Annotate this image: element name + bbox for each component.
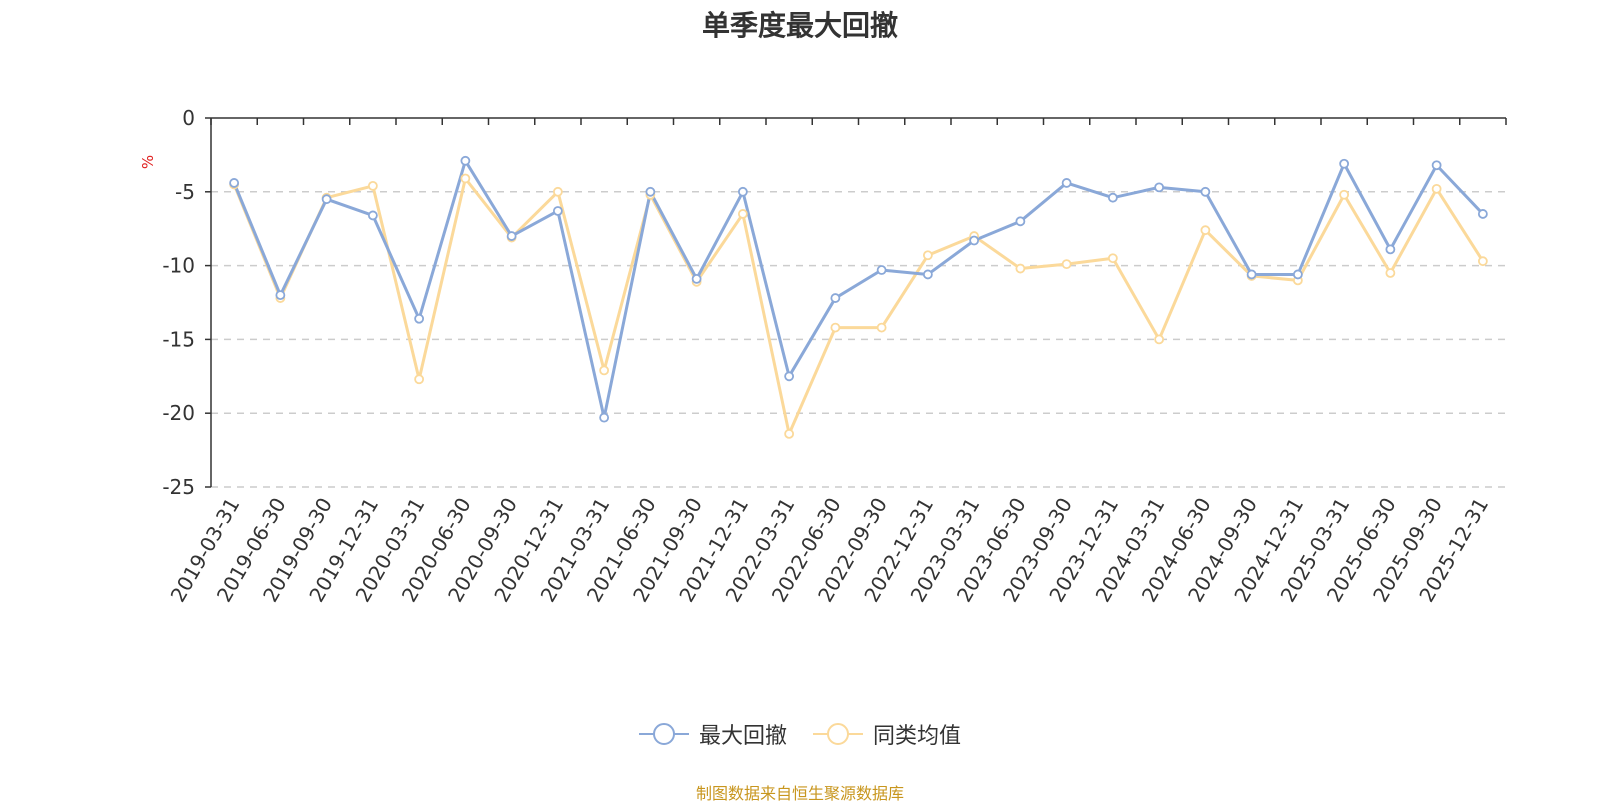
data-point-0[interactable]: [1200, 186, 1211, 197]
data-point-0[interactable]: [1246, 269, 1257, 280]
data-point-1[interactable]: [460, 173, 471, 184]
y-tick-label: -15: [162, 327, 195, 351]
series-layer: [229, 155, 1488, 439]
data-point-0[interactable]: [645, 186, 656, 197]
data-point-1[interactable]: [1061, 259, 1072, 270]
data-point-1[interactable]: [1385, 268, 1396, 278]
data-point-1[interactable]: [876, 322, 887, 333]
data-point-0[interactable]: [552, 206, 563, 216]
chart-title: 单季度最大回撤: [701, 9, 898, 42]
data-point-0[interactable]: [1339, 158, 1350, 169]
data-point-0[interactable]: [830, 293, 841, 303]
data-point-1[interactable]: [1107, 253, 1118, 264]
data-point-0[interactable]: [691, 273, 702, 284]
data-point-1[interactable]: [1154, 334, 1165, 345]
legend-item-max-drawdown[interactable]: 最大回撤: [638, 718, 787, 750]
data-point-1[interactable]: [1477, 256, 1488, 267]
y-axis-label: %: [139, 155, 157, 169]
data-point-0[interactable]: [922, 269, 933, 280]
data-point-0[interactable]: [969, 235, 980, 246]
data-point-0[interactable]: [229, 178, 240, 188]
y-tick-label: -10: [162, 254, 195, 278]
data-point-0[interactable]: [367, 210, 378, 221]
y-tick-label: 0: [182, 106, 195, 130]
data-point-1[interactable]: [414, 374, 425, 385]
data-point-1[interactable]: [737, 209, 748, 219]
data-point-0[interactable]: [506, 231, 517, 241]
legend: 最大回撤 同类均值: [0, 718, 1600, 750]
source-note: 制图数据来自恒生聚源数据库: [695, 784, 904, 803]
data-point-1[interactable]: [367, 180, 378, 191]
data-point-0[interactable]: [737, 186, 748, 197]
data-point-0[interactable]: [1385, 244, 1396, 255]
data-point-0[interactable]: [876, 265, 887, 275]
legend-item-peer-average[interactable]: 同类均值: [813, 718, 961, 750]
data-point-0[interactable]: [1107, 192, 1118, 203]
data-point-1[interactable]: [922, 250, 933, 261]
data-point-1[interactable]: [552, 186, 563, 197]
data-point-0[interactable]: [1292, 269, 1303, 280]
y-tick-label: -20: [162, 401, 195, 425]
y-axis: 0 -5 -10 -15 -20 -25: [162, 106, 212, 499]
legend-label-peer-average: 同类均值: [873, 724, 962, 749]
y-tick-label: -5: [175, 180, 195, 204]
data-point-1[interactable]: [1200, 225, 1211, 236]
legend-marker-peer-average: [813, 723, 863, 745]
data-point-0[interactable]: [1477, 209, 1488, 219]
data-point-0[interactable]: [599, 412, 610, 423]
y-tick-label: -25: [162, 475, 195, 499]
data-point-1[interactable]: [1015, 263, 1026, 274]
data-point-1[interactable]: [1339, 189, 1350, 200]
data-point-0[interactable]: [414, 313, 425, 324]
data-point-0[interactable]: [1154, 182, 1165, 193]
data-point-1[interactable]: [830, 322, 841, 333]
data-point-1[interactable]: [1431, 183, 1442, 194]
legend-label-max-drawdown: 最大回撤: [698, 724, 787, 749]
data-point-0[interactable]: [321, 194, 332, 205]
data-point-1[interactable]: [599, 365, 610, 376]
data-point-0[interactable]: [784, 371, 795, 382]
series-line-1: [232, 177, 1485, 436]
data-point-0[interactable]: [1061, 178, 1072, 188]
data-point-0[interactable]: [1015, 216, 1026, 227]
data-point-0[interactable]: [1431, 160, 1442, 171]
legend-marker-max-drawdown: [638, 723, 689, 745]
series-line-0: [232, 159, 1485, 420]
data-point-0[interactable]: [460, 155, 471, 166]
grid-lines: [211, 191, 1506, 488]
data-point-0[interactable]: [275, 290, 286, 301]
data-point-1[interactable]: [784, 428, 795, 439]
